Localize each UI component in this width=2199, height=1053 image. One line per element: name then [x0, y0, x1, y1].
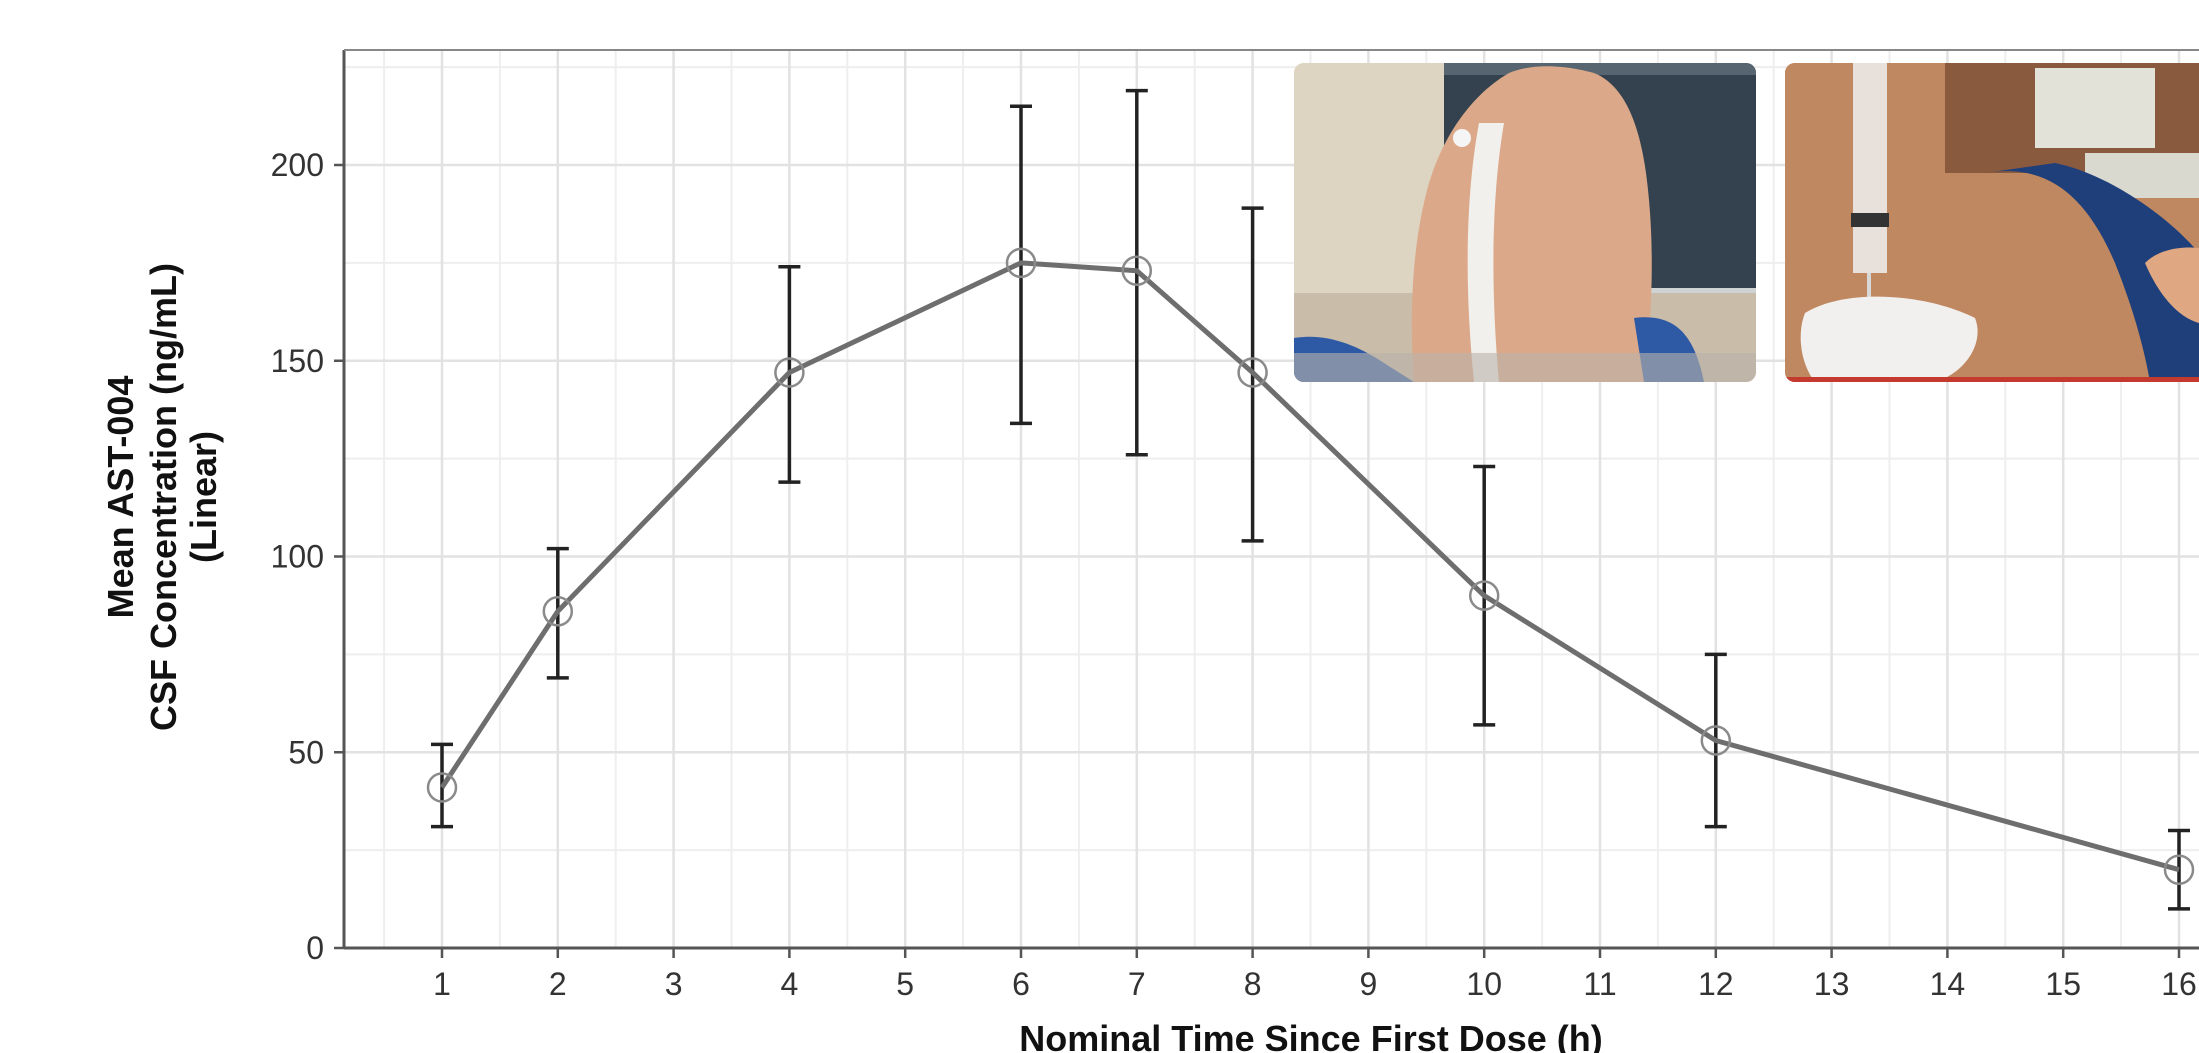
x-tick-label: 4 [781, 966, 799, 1002]
x-tick-labels: 1 2 3 4 5 6 7 8 9 10 11 12 13 14 15 16 [433, 948, 2197, 1002]
x-tick-label: 5 [896, 966, 914, 1002]
x-tick-label: 1 [433, 966, 451, 1002]
data-point [542, 596, 574, 627]
data-point [1237, 357, 1268, 388]
y-tick-label: 50 [288, 734, 324, 770]
y-axis-title-line-1: Mean AST-004 [100, 376, 141, 619]
y-axis-title-line-2: CSF Concentration (ng/mL) [143, 263, 184, 731]
data-point [774, 357, 805, 388]
series-line [439, 260, 2180, 873]
y-tick-label: 150 [271, 343, 324, 379]
inset-photo-patient-back [1294, 63, 1756, 382]
data-points [426, 247, 2195, 885]
data-point [1700, 725, 1732, 756]
x-tick-label: 15 [2045, 966, 2081, 1002]
x-tick-label: 12 [1698, 966, 1734, 1002]
series-line-group [439, 260, 2180, 873]
data-point [2163, 854, 2195, 885]
axes [342, 49, 2199, 950]
x-tick-label: 7 [1128, 966, 1146, 1002]
x-tick-label: 6 [1012, 966, 1030, 1002]
photo-syringe-injection-icon [1785, 63, 2199, 382]
x-tick-label: 2 [549, 966, 567, 1002]
data-point [1121, 255, 1153, 286]
data-point [1468, 580, 1500, 611]
x-tick-label: 10 [1466, 966, 1502, 1002]
y-tick-labels: 0 50 100 150 200 [271, 147, 344, 966]
y-tick-label: 0 [306, 930, 324, 966]
x-tick-label: 3 [665, 966, 683, 1002]
data-point [1005, 247, 1037, 279]
photo-patient-back-icon [1294, 63, 1756, 382]
y-tick-label: 200 [271, 147, 324, 183]
y-axis-title-line-3: (Linear) [183, 431, 224, 563]
x-tick-label: 11 [1583, 966, 1616, 1002]
x-tick-label: 9 [1360, 966, 1378, 1002]
x-tick-label: 16 [2161, 966, 2197, 1002]
x-axis-title: Nominal Time Since First Dose (h) [1019, 1018, 1602, 1053]
x-tick-label: 8 [1244, 966, 1262, 1002]
y-axis-title: Mean AST-004 CSF Concentration (ng/mL) (… [100, 263, 224, 731]
inset-photo-syringe-injection [1785, 63, 2199, 382]
data-point [426, 772, 458, 803]
y-tick-label: 100 [271, 539, 324, 575]
x-tick-label: 13 [1814, 966, 1850, 1002]
x-tick-label: 14 [1930, 966, 1966, 1002]
